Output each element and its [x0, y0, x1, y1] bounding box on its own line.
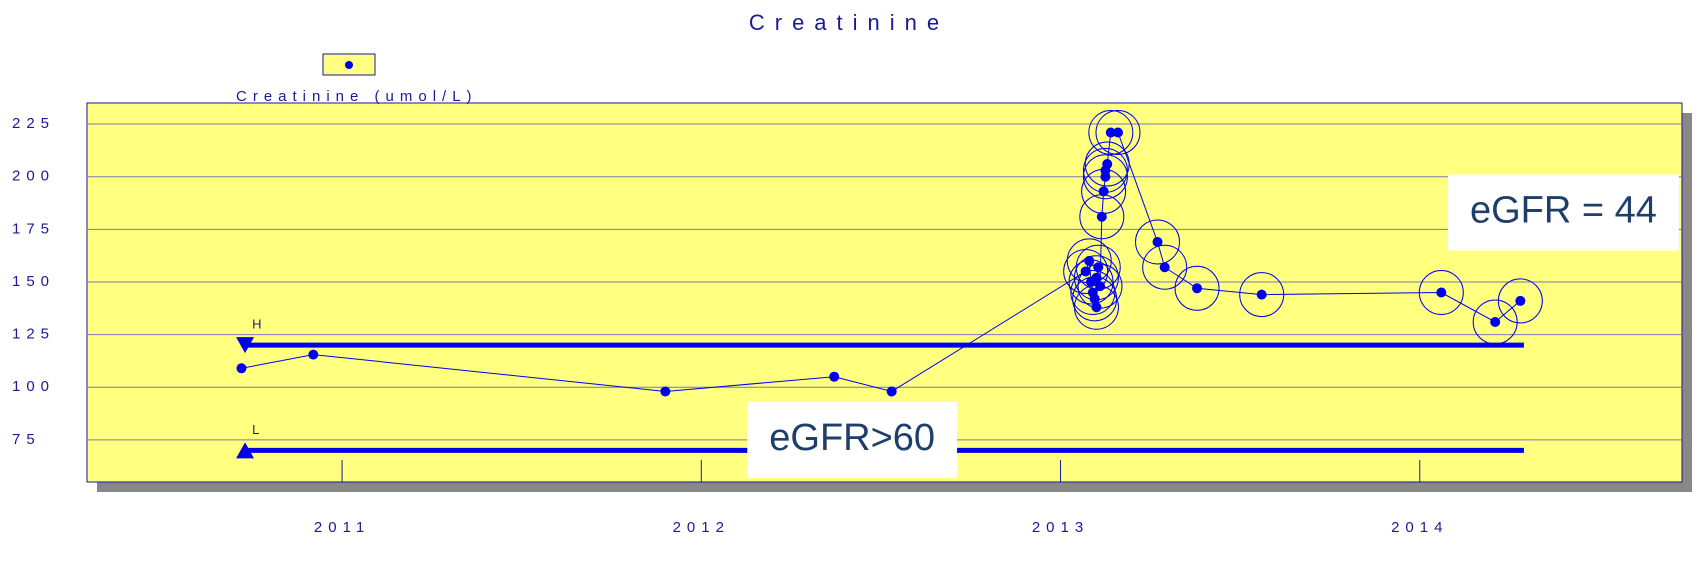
point-ring	[1068, 259, 1114, 305]
legend-label: Creatinine (umol/L)	[236, 88, 478, 105]
point	[236, 363, 247, 374]
point	[1089, 293, 1100, 304]
point-ring	[1088, 109, 1134, 155]
point-ring	[1135, 219, 1181, 265]
y-tick-label: 175	[12, 220, 55, 237]
chart-title: Creatinine	[749, 10, 949, 35]
point	[1095, 281, 1106, 292]
line	[241, 131, 1521, 392]
point	[1102, 159, 1113, 170]
point	[1091, 302, 1102, 313]
point	[1098, 186, 1109, 197]
point	[1159, 262, 1170, 273]
point-ring	[1497, 278, 1543, 324]
point-ring	[1174, 265, 1220, 311]
x-tick-label: 2014	[1391, 519, 1448, 536]
y-tick-label: 200	[12, 168, 55, 185]
point	[1152, 236, 1163, 247]
x-tick-label: 2012	[673, 519, 730, 536]
annotation-text: eGFR = 44	[1470, 190, 1657, 232]
point-ring	[1418, 270, 1464, 315]
y-tick-label: 150	[12, 273, 55, 290]
point-ring	[1472, 299, 1518, 345]
annotation-box	[1447, 174, 1679, 251]
annotation: eGFR = 44	[1447, 174, 1679, 251]
point-ring	[1077, 263, 1123, 309]
reference-marker	[236, 337, 255, 354]
point-ring	[1239, 272, 1285, 318]
reference-marker	[236, 442, 255, 459]
y-tick-label: 125	[12, 326, 55, 343]
point-ring	[1142, 244, 1188, 290]
point	[308, 349, 319, 360]
legend-dot	[345, 61, 353, 69]
point	[1093, 262, 1104, 273]
reference-label: L	[252, 422, 259, 437]
point	[660, 386, 671, 397]
point-ring	[1084, 141, 1130, 187]
point-ring	[1070, 270, 1116, 315]
point	[1192, 283, 1203, 294]
point-ring	[1095, 109, 1141, 155]
point	[1091, 272, 1102, 283]
point	[1105, 127, 1116, 138]
point-ring	[1082, 154, 1128, 200]
x-tick-label: 2013	[1032, 519, 1089, 536]
point	[1113, 127, 1124, 138]
point	[1096, 211, 1107, 222]
y-tick-label: 100	[12, 378, 55, 395]
annotation-box	[747, 401, 958, 478]
annotation: eGFR>60	[747, 401, 958, 478]
reference-label: H	[252, 317, 261, 332]
y-tick-label: 225	[12, 115, 55, 132]
point	[1490, 316, 1501, 327]
point	[1515, 295, 1526, 306]
point	[1436, 287, 1447, 298]
annotation-text: eGFR>60	[769, 417, 935, 459]
y-tick-label: 75	[12, 431, 41, 448]
point-ring	[1082, 147, 1128, 193]
point	[886, 386, 897, 397]
x-tick-label: 2011	[314, 519, 370, 536]
point-ring	[1073, 255, 1119, 301]
point	[829, 371, 840, 382]
point	[1256, 289, 1267, 300]
